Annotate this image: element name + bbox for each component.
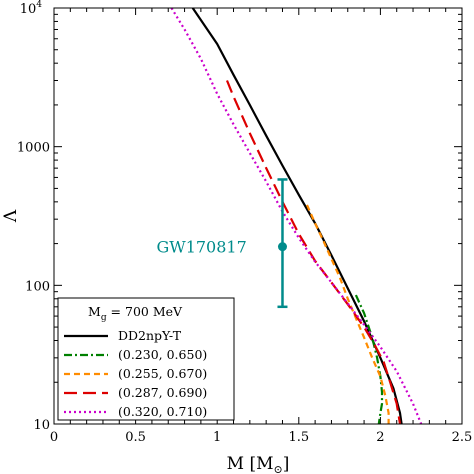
tick-labels: 0 0.5 1 1.5 2 2.5 10 100 1000 104: [17, 0, 472, 445]
x-tick-label: 0: [50, 430, 58, 445]
legend-label-2: (0.255, 0.670): [118, 366, 207, 381]
legend-title: Mg = 700 MeV: [88, 304, 183, 323]
y-axis-title: Λ: [1, 209, 21, 223]
gw170817-errorbar: [277, 178, 288, 309]
x-axis-title: M [M⊙]: [227, 454, 290, 474]
y-tick-label: 104: [20, 0, 43, 17]
plot-frame: [53, 7, 463, 425]
gw170817-label: GW170817: [156, 238, 246, 257]
x-tick-label: 1: [213, 430, 221, 445]
x-tick-label: 0.5: [125, 430, 146, 445]
y-tick-label: 100: [25, 279, 50, 294]
x-tick-label: 2: [376, 430, 384, 445]
legend-label-0: DD2npY-T: [118, 328, 182, 343]
y-tick-label: 10: [33, 418, 50, 433]
legend: Mg = 700 MeV DD2npY-T (0.230, 0.650) (0.255…: [57, 297, 235, 421]
x-tick-label: 1.5: [288, 430, 309, 445]
series-group: [170, 7, 423, 425]
y-tick-label: 1000: [17, 141, 50, 156]
series-line-2: [305, 204, 390, 424]
legend-label-3: (0.287, 0.690): [118, 385, 207, 400]
legend-label-1: (0.230, 0.650): [118, 347, 207, 362]
series-line-1: [354, 294, 384, 425]
legend-label-4: (0.320, 0.710): [118, 404, 207, 419]
x-tick-label: 2.5: [452, 430, 473, 445]
legend-box: [57, 297, 235, 421]
gw170817-point: [277, 242, 287, 252]
